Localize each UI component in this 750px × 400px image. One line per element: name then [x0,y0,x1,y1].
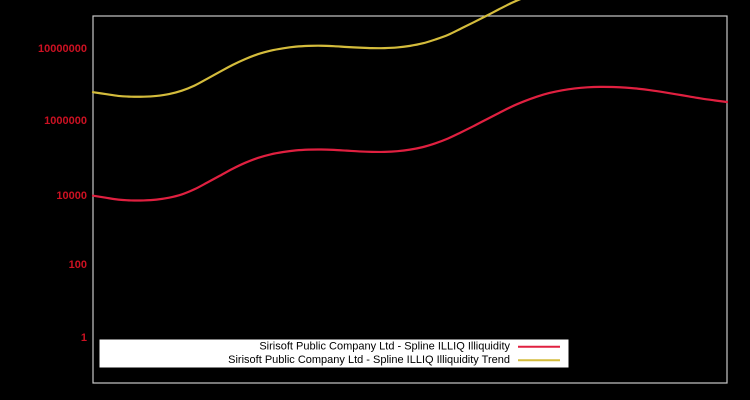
y-tick-label: 10000000 [38,43,87,55]
y-tick-label: 10000 [56,190,87,202]
series-line-illiquidity [91,85,729,202]
y-tick-label: 1000000 [44,115,87,127]
chart-legend[interactable]: Sirisoft Public Company Ltd - Spline ILL… [99,339,569,368]
legend-label: Sirisoft Public Company Ltd - Spline ILL… [259,341,510,353]
y-axis-tick-labels: 10000000 1000000 10000 100 1 [38,43,87,344]
legend-label: Sirisoft Public Company Ltd - Spline ILL… [228,354,510,366]
legend-background [99,339,569,368]
plot-frame [92,15,728,384]
series-line-illiquidity-trend [91,0,522,98]
y-tick-label: 100 [69,259,87,271]
y-tick-label: 1 [81,332,87,344]
series-lines [91,0,729,202]
